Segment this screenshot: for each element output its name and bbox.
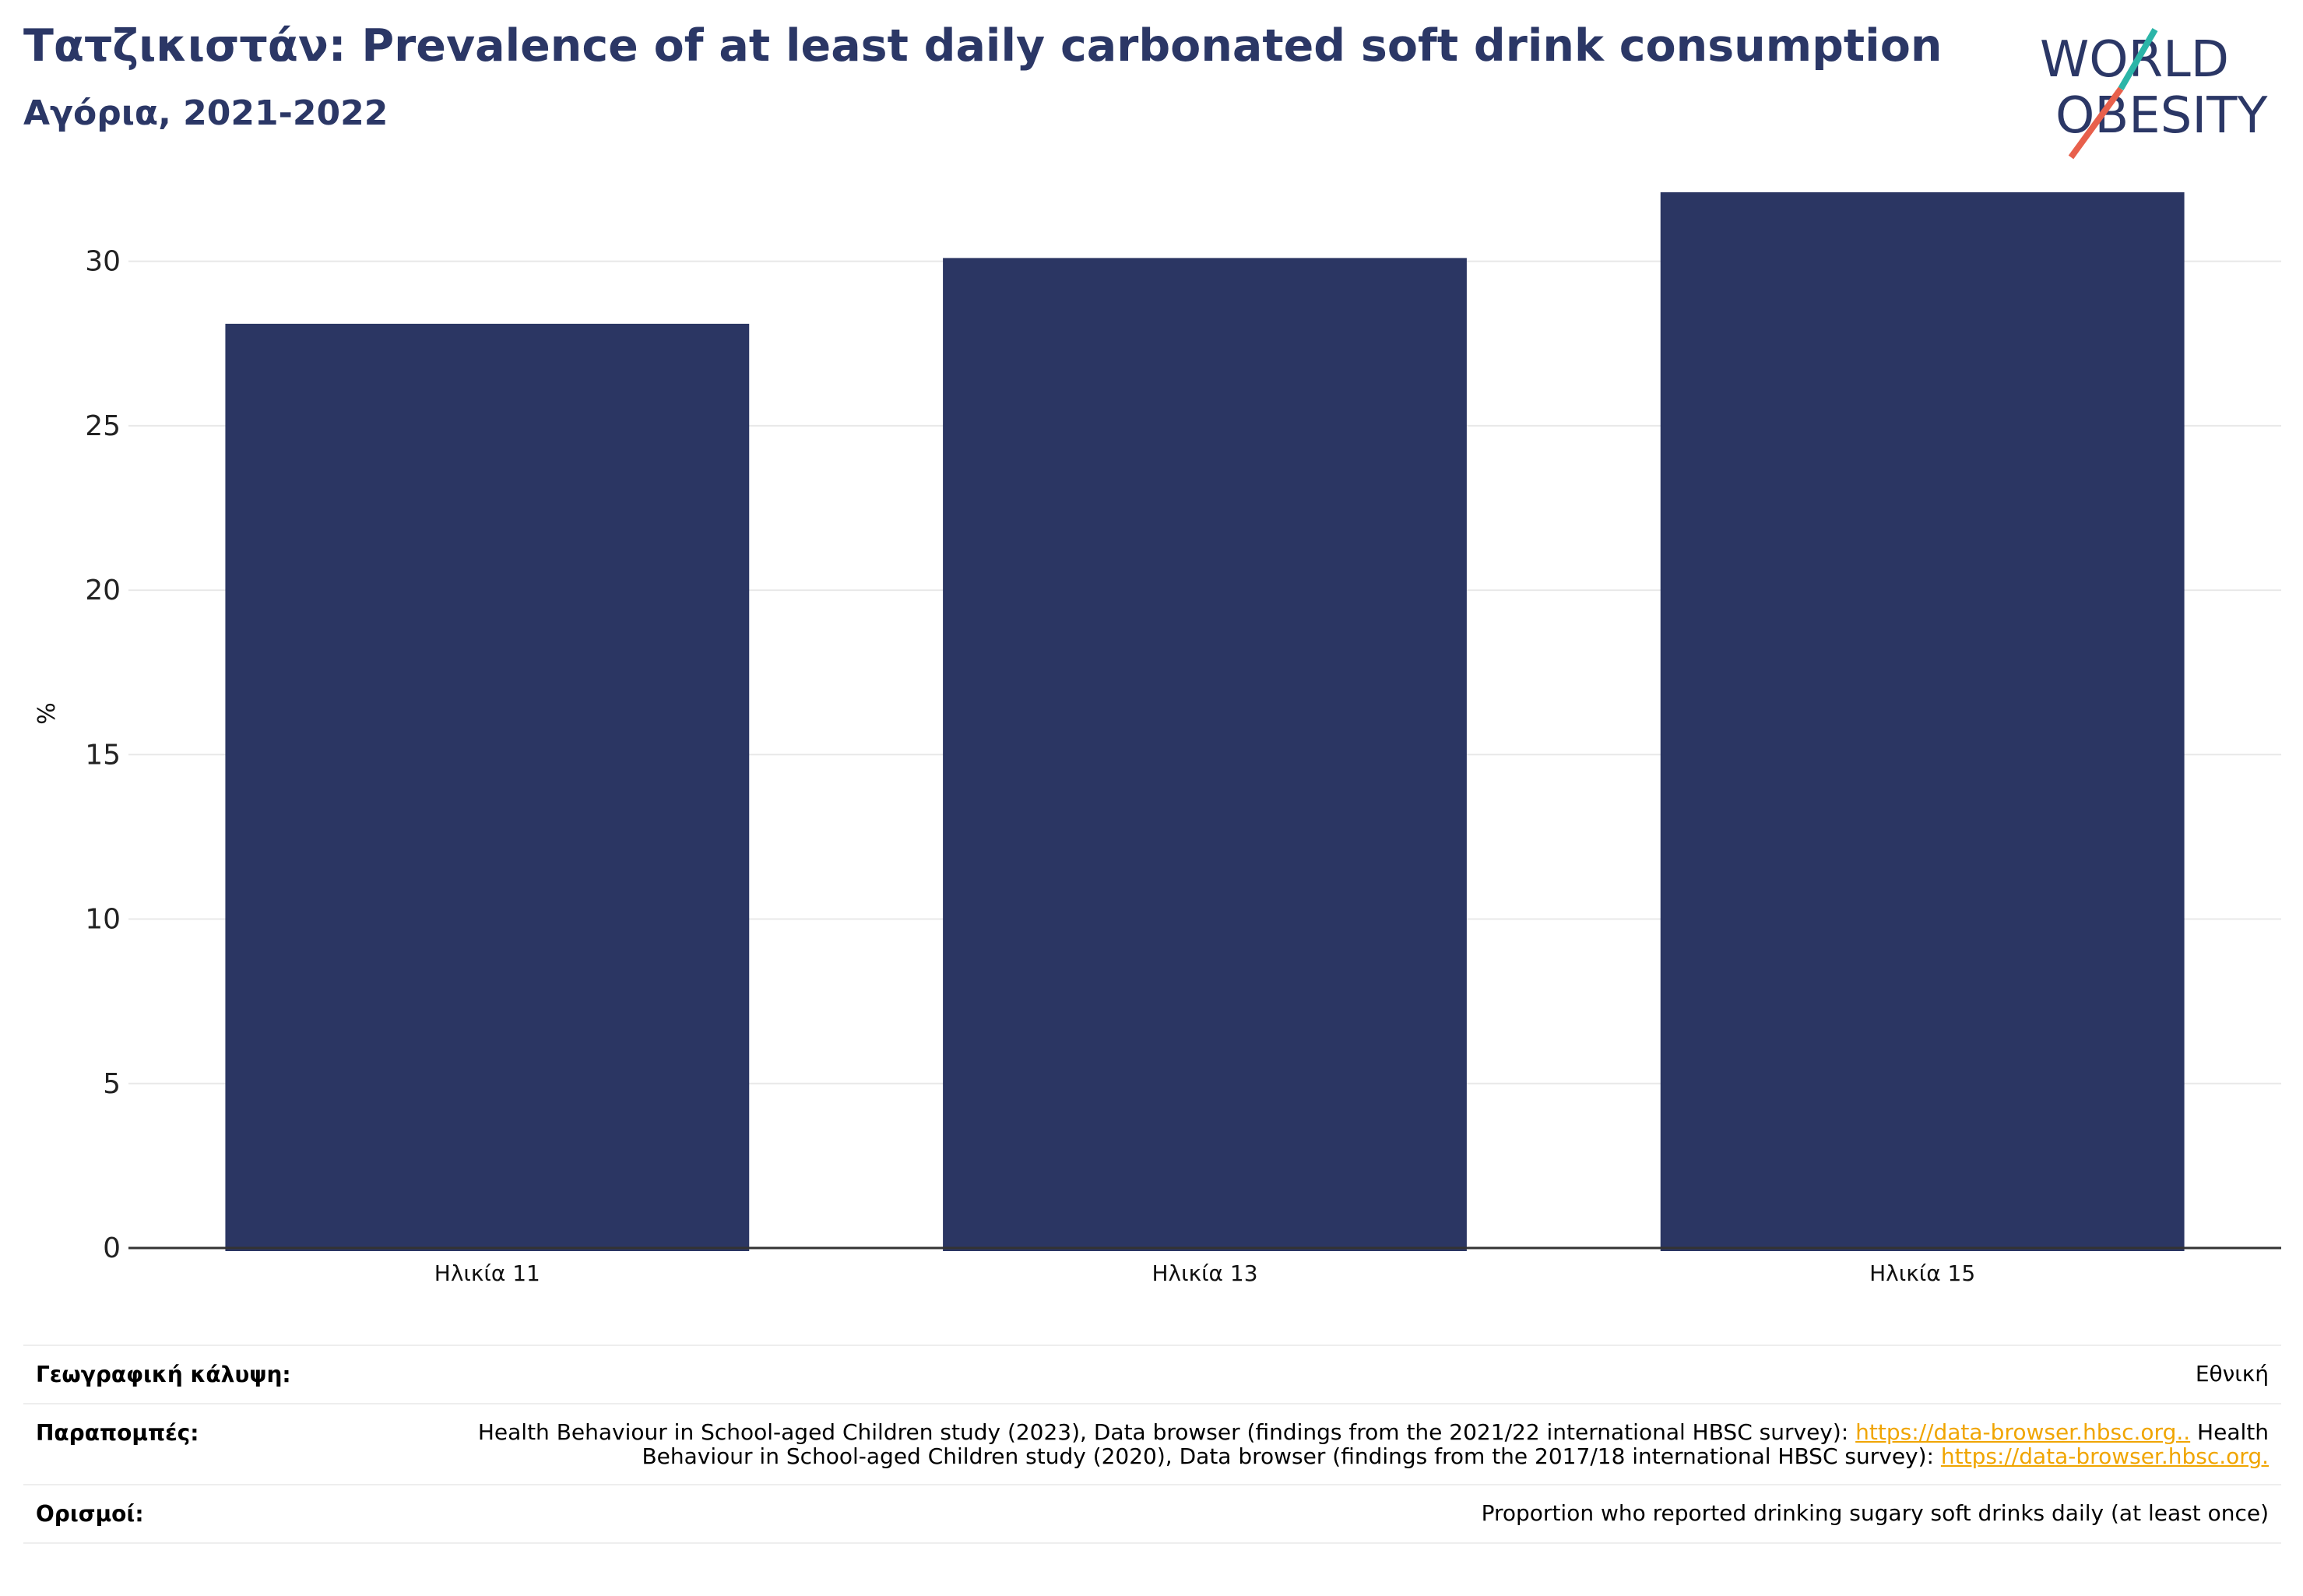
bar-chart: 0 5 10 15 20 25 30% Ηλικία 11 Ηλικία 13 Ηλικία 15	[33, 192, 2281, 1286]
coverage-label: Γεωγραφική κάλυψη:	[36, 1362, 291, 1387]
reference-link-1[interactable]: https://data-browser.hbsc.org..	[1855, 1419, 2191, 1445]
references-label: Παραπομπές:	[36, 1420, 199, 1446]
y-tick-label: 15	[85, 739, 121, 771]
y-tick-label: 20	[85, 575, 121, 606]
definitions-row: Ορισμοί: Proportion who reported drinkin…	[23, 1484, 2281, 1544]
y-tick-label: 25	[85, 410, 121, 442]
y-tick-label: 5	[103, 1068, 121, 1100]
y-tick-label: 0	[103, 1232, 121, 1264]
bar	[943, 258, 1467, 1252]
references-row: Παραπομπές: Health Behaviour in School-a…	[23, 1403, 2281, 1484]
bar	[225, 323, 750, 1252]
coverage-value: Εθνική	[2195, 1361, 2269, 1387]
chart-title: Τατζικιστάν: Prevalence of at least dail…	[23, 20, 1943, 72]
reference-text-1: Health Behaviour in School-aged Children…	[477, 1419, 1856, 1445]
chart-subtitle: Αγόρια, 2021-2022	[23, 93, 389, 133]
info-table: Γεωγραφική κάλυψη: Εθνική Παραπομπές: He…	[23, 1345, 2281, 1544]
bar	[1660, 192, 2185, 1252]
references-value: Health Behaviour in School-aged Children…	[363, 1420, 2269, 1468]
reference-text-2: Health Behaviour in School-aged Children…	[642, 1419, 2269, 1469]
x-tick-label: Ηλικία 13	[1152, 1260, 1257, 1286]
reference-link-2[interactable]: https://data-browser.hbsc.org.	[1940, 1443, 2269, 1469]
y-tick-label: 30	[85, 246, 121, 278]
coverage-row: Γεωγραφική κάλυψη: Εθνική	[23, 1345, 2281, 1403]
definitions-label: Ορισμοί:	[36, 1501, 144, 1527]
y-tick-label: 10	[85, 904, 121, 936]
definitions-value: Proportion who reported drinking sugary …	[1481, 1500, 2269, 1526]
x-tick-label: Ηλικία 11	[434, 1260, 540, 1286]
svg-text:OBESITY: OBESITY	[2055, 87, 2268, 145]
x-tick-label: Ηλικία 15	[1869, 1260, 1975, 1286]
y-axis-label: %	[33, 702, 61, 725]
world-obesity-logo: WORLD OBESITY	[2040, 27, 2268, 160]
